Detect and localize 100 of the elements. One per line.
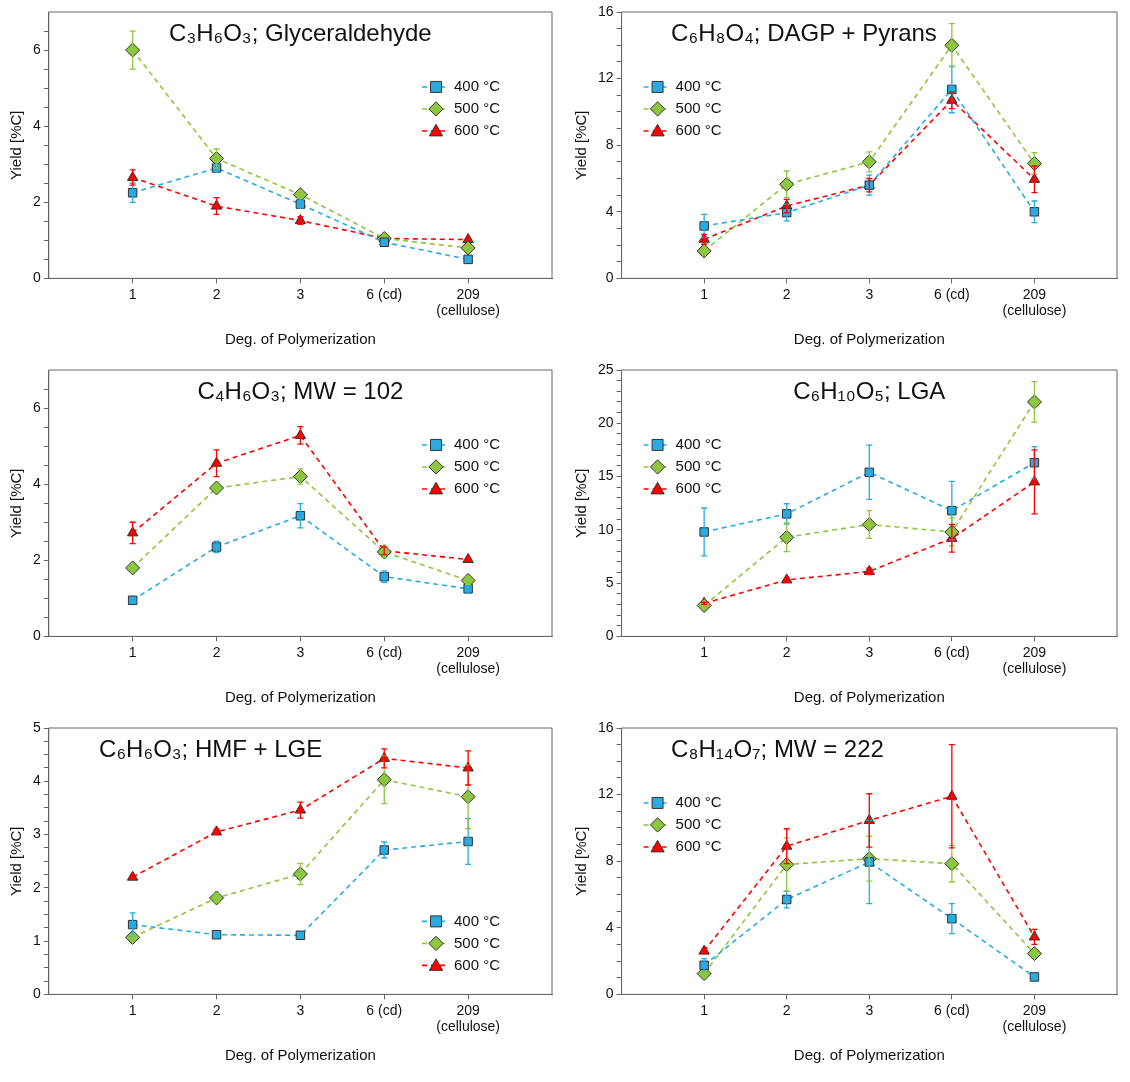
legend-label: 500 °C [454,933,501,951]
y-tick-label: 6 [32,398,41,415]
x-tick-label: 6 (cd) [933,643,970,660]
x-tick-label: 1 [700,285,709,302]
y-tick-label: 0 [605,985,614,1002]
point [781,509,792,519]
x-axis-title: Deg. of Polymerization [224,330,376,348]
legend-label: 400 °C [454,435,501,453]
x-axis-title: Deg. of Polymerization [224,688,376,706]
y-tick-label: 25 [597,360,614,377]
legend-label: 500 °C [675,99,722,117]
y-tick-label: 2 [32,878,41,895]
legend-label: 400 °C [675,793,722,811]
point [864,467,875,478]
y-tick-label: 16 [597,718,614,735]
point [379,845,390,855]
point [861,517,877,533]
point [295,511,306,521]
x-tick-label: 3 [865,1001,874,1018]
point [294,428,307,439]
y-tick-label: 1 [32,931,41,948]
point [126,526,139,537]
y-tick-label: 15 [597,467,614,484]
x-tick-label: 6 (cd) [366,1001,403,1018]
y-axis-title: Yield [%C] [572,468,590,538]
x-axis-title: Deg. of Polymerization [793,330,945,348]
point [460,240,476,256]
legend-label: 600 °C [675,121,722,139]
point [1028,172,1041,183]
x-tick-label: 1 [700,643,709,660]
x-tick-label: 2 [212,643,221,660]
x-tick-label: 3 [865,285,874,302]
point [126,870,139,881]
y-tick-label: 0 [605,627,614,644]
point [127,188,138,198]
y-tick-label: 6 [32,40,41,57]
point [126,171,139,182]
point [698,944,710,955]
y-tick-label: 0 [32,985,41,1002]
y-tick-label: 8 [605,136,614,153]
x-tick-label: 6 (cd) [933,285,970,302]
legend-label: 500 °C [675,815,722,833]
point [463,254,473,265]
x-tick-label: 3 [296,1001,305,1018]
y-tick-label: 4 [605,202,614,219]
y-tick-label: 2 [32,551,41,568]
point [947,505,957,516]
x-axis-title: Deg. of Polymerization [224,1046,376,1064]
x-tick-label: 209 (cellulose) [1002,1001,1067,1035]
x-tick-label: 209 (cellulose) [436,1001,501,1035]
y-tick-label: 16 [597,2,614,19]
x-tick-label: 1 [128,1001,137,1018]
point [781,894,792,905]
legend-label: 600 °C [454,955,501,973]
y-tick-label: 0 [32,269,41,286]
x-tick-label: 6 (cd) [366,285,403,302]
legend-label: 600 °C [454,121,501,139]
legend-label: 500 °C [675,457,722,475]
x-tick-label: 209 (cellulose) [436,285,501,319]
legend-label: 500 °C [454,457,501,475]
x-tick-label: 2 [212,1001,221,1018]
chart-title: C₆H₁₀O₅; LGA [793,376,946,404]
x-tick-label: 209 (cellulose) [436,643,501,677]
y-tick-label: 4 [32,772,41,789]
x-tick-label: 2 [782,285,791,302]
y-tick-label: 20 [597,414,614,431]
point [699,527,709,537]
y-axis-title: Yield [%C] [7,110,25,180]
point [294,803,307,814]
point [699,221,709,231]
y-tick-label: 5 [32,718,41,735]
point [125,42,141,58]
x-tick-label: 6 (cd) [933,1001,970,1018]
legend-label: 400 °C [675,77,722,95]
point [1029,207,1040,217]
point [210,199,223,210]
legend-label: 400 °C [454,911,501,929]
x-tick-label: 3 [296,643,305,660]
x-tick-label: 6 (cd) [366,643,403,660]
point [861,154,877,170]
chart-title: C₃H₆O₃; Glyceraldehyde [169,18,432,46]
legend-label: 600 °C [675,837,722,855]
x-axis-title: Deg. of Polymerization [793,1046,945,1064]
y-tick-label: 12 [597,785,614,802]
point [292,866,308,882]
legend-label: 600 °C [454,479,501,497]
y-tick-label: 0 [605,269,614,286]
y-tick-label: 4 [605,918,614,935]
y-tick-label: 3 [32,825,41,842]
point [125,560,141,576]
legend-label: 400 °C [675,435,722,453]
point [127,919,138,930]
y-tick-label: 4 [32,117,41,134]
y-tick-label: 8 [605,852,614,869]
legend-label: 500 °C [454,99,501,117]
point [210,456,223,467]
y-tick-label: 0 [32,627,41,644]
x-tick-label: 209 (cellulose) [1002,285,1067,319]
y-axis-title: Yield [%C] [7,468,25,538]
x-tick-label: 1 [700,1001,709,1018]
